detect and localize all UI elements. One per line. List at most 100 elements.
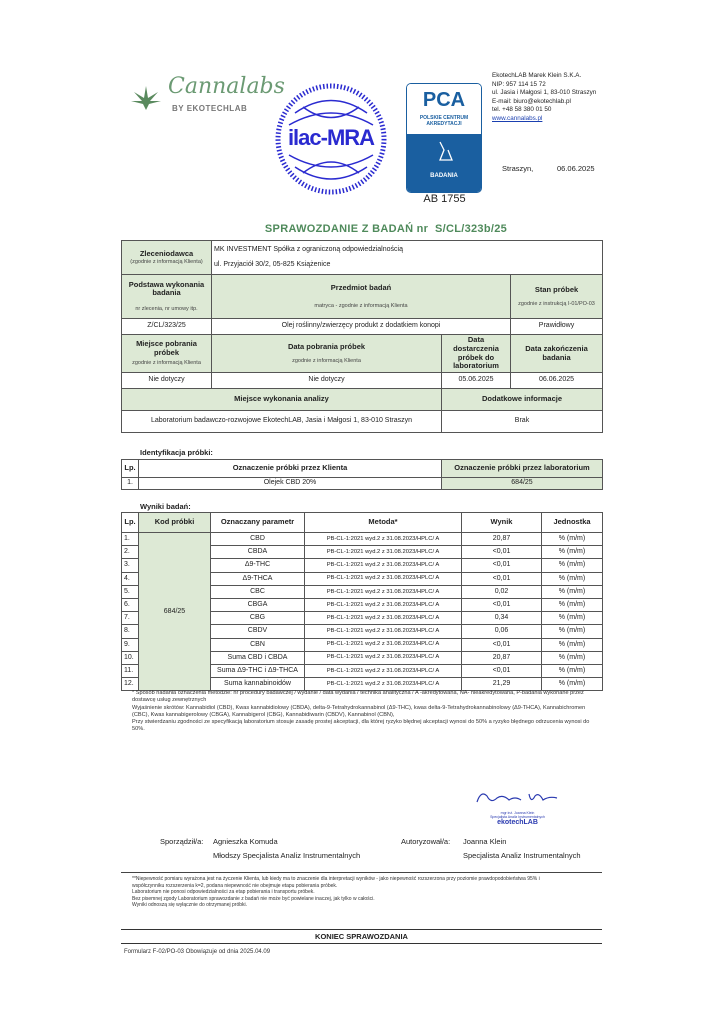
signature-stamp: mgr inż. Joanna Klein Specjalista Analiz… — [470, 790, 565, 830]
disclaimer-scope: Wyniki odnoszą się wyłącznie do otrzyman… — [132, 902, 248, 908]
row-lp: 7. — [121, 611, 139, 626]
id-lab-mark: 684/25 — [441, 477, 603, 490]
row-result: 20,87 — [461, 531, 542, 547]
row-unit: % (m/m) — [541, 571, 603, 586]
pca-logo: PCA POLSKIE CENTRUM AKREDYTACJI BADANIA — [406, 83, 482, 193]
row-result: <0,01 — [461, 637, 542, 652]
disclaimer-copy: Bez pisemnej zgody Laboratorium sprawozd… — [132, 895, 375, 902]
footnote-method: * Sposób nadania oznaczenia metodzie: nr… — [132, 690, 584, 704]
basis-note: nr zlecenia, nr umowy itp. — [135, 305, 198, 312]
basis-label: Podstawa wykonania badania — [128, 279, 205, 298]
company-address: ul. Jasia i Małgosi 1, 83-010 Straszyn — [492, 89, 597, 97]
title-text: SPRAWOZDANIE Z BADAŃ nr — [264, 223, 429, 235]
row-lp: 4. — [121, 571, 139, 586]
subject-value: Olej roślinny/zwierzęcy produkt z dodatk… — [211, 318, 511, 335]
website-link[interactable]: www.cannalabs.pl — [492, 114, 543, 122]
results-header-code: Kod próbki — [138, 512, 211, 533]
row-unit: % (m/m) — [541, 558, 603, 573]
row-result: <0,01 — [461, 663, 542, 679]
row-parameter: CBG — [210, 611, 305, 626]
sampling-date-value: Nie dotyczy — [211, 372, 442, 389]
results-row: 12. Suma kannabinoidów PB-CL-1:2021 wyd.2 … — [121, 677, 603, 692]
results-header-unit: Jednostka — [541, 512, 603, 533]
sampling-date-label-cell: Data pobrania próbek zgodnie z informacją… — [211, 334, 442, 373]
client-note: (zgodnie z informacją Klienta) — [130, 258, 203, 265]
row-parameter: Suma Δ9-THC i Δ9-THCA — [210, 663, 305, 679]
sampling-place-note: zgodnie z informacją Klienta — [132, 360, 201, 367]
pca-abbr: PCA — [422, 89, 466, 111]
company-email: E-mail: biuro@ekotechlab.pl — [492, 97, 571, 105]
additional-info-label: Dodatkowe informacje — [441, 388, 603, 411]
results-row: 6. CBGA PB-CL-1:2021 wyd.2 z 31.08.2023/HP… — [121, 597, 603, 613]
subject-note: matryca - zgodnie z informacją Klienta — [314, 302, 408, 309]
divider — [121, 943, 602, 944]
basis-label-cell: Podstawa wykonania badania nr zlecenia, n… — [121, 274, 212, 319]
report-place: Straszyn, — [502, 164, 534, 173]
stamp-logo: ekotechLAB — [497, 819, 538, 826]
footnote-abbreviations: Wyjaśnienie skrótów: Kannabidiol (CBD), … — [132, 704, 586, 718]
analysis-place-label: Miejsce wykonania analizy — [121, 388, 442, 411]
row-unit: % (m/m) — [541, 663, 603, 679]
report-number: S/CL/323b/25 — [434, 223, 508, 235]
results-header-method: Metoda* — [304, 512, 462, 533]
row-method: PB-CL-1:2021 wyd.2 z 31.08.2023/HPLC/ A — [304, 597, 462, 613]
row-lp: 2. — [121, 545, 139, 560]
results-row: 4. Δ9-THCA PB-CL-1:2021 wyd.2 z 31.08.2023… — [121, 571, 603, 586]
id-header-lab: Oznaczenie próbki przez laboratorium — [441, 459, 603, 478]
id-client-mark: Olejek CBD 20% — [138, 477, 442, 490]
flask-icon — [439, 141, 453, 161]
additional-info-value: Brak — [441, 410, 603, 433]
form-number: Formularz F-02/PO-03 Obowiązuje od dnia … — [124, 949, 271, 955]
results-row: 9. CBN PB-CL-1:2021 wyd.2 z 31.08.2023/HPL… — [121, 637, 603, 652]
row-result: <0,01 — [461, 558, 542, 573]
row-lp: 3. — [121, 558, 139, 573]
ilac-mra-logo: ilac-MRA — [275, 83, 387, 195]
row-method: PB-CL-1:2021 wyd.2 z 31.08.2023/HPLC/ A — [304, 677, 462, 692]
state-label: Stan próbek — [534, 285, 579, 295]
info-table: Zleceniodawca (zgodnie z informacją Klien… — [121, 240, 603, 433]
row-result: 0,34 — [461, 611, 542, 626]
authorized-by-name: Joanna Klein — [463, 837, 507, 846]
logo-subtitle: BY EKOTECHLAB — [172, 104, 248, 113]
prepared-by-name: Agnieszka Komuda — [213, 837, 278, 846]
pca-name-line1: POLSKIE CENTRUM — [419, 115, 469, 121]
results-header-parameter: Oznaczany parametr — [210, 512, 305, 533]
company-name: EkotechLAB Marek Klein S.K.A. — [492, 72, 582, 79]
row-lp: 1. — [121, 531, 139, 547]
row-result: 0,02 — [461, 584, 542, 599]
pca-label: BADANIA — [430, 173, 458, 179]
row-parameter: Suma CBD i CBDA — [210, 650, 305, 665]
results-header-lp: Lp. — [121, 512, 139, 533]
row-parameter: CBC — [210, 584, 305, 599]
disclaimer-liability: Laboratorium nie ponosi odpowiedzialnośc… — [132, 889, 315, 895]
authorized-by-role: Specjalista Analiz Instrumentalnych — [463, 851, 581, 860]
client-label-cell: Zleceniodawca (zgodnie z informacją Klien… — [121, 240, 212, 275]
row-lp: 10. — [121, 650, 139, 665]
state-note: zgodnie z instrukcją I-01/PO-03 — [518, 300, 595, 307]
row-parameter: CBGA — [210, 597, 305, 613]
prepared-by-label: Sporządził/a: — [160, 837, 204, 846]
row-result: <0,01 — [461, 597, 542, 613]
client-name: MK INVESTMENT Spółka z ograniczoną odpow… — [214, 245, 403, 253]
row-parameter: CBN — [210, 637, 305, 652]
identification-table: Lp. Oznaczenie próbki przez Klienta Ozna… — [121, 459, 603, 490]
client-value-cell: MK INVESTMENT Spółka z ograniczoną odpow… — [211, 240, 603, 275]
end-date-label: Data zakończenia badania — [510, 334, 603, 373]
footnote-acceptance: Przy stwierdzaniu zgodności ze specyfika… — [132, 719, 590, 733]
id-header-lp: Lp. — [121, 459, 139, 478]
row-method: PB-CL-1:2021 wyd.2 z 31.08.2023/HPLC/ A — [304, 584, 462, 599]
row-lp: 11. — [121, 663, 139, 679]
cannabis-leaf-icon — [131, 86, 161, 110]
sampling-date-note: zgodnie z informacją Klienta — [292, 357, 361, 364]
row-result: <0,01 — [461, 545, 542, 560]
row-unit: % (m/m) — [541, 584, 603, 599]
method-footnote: * Sposób nadania oznaczenia metodzie: nr… — [132, 690, 602, 734]
row-lp: 6. — [121, 597, 139, 613]
row-unit: % (m/m) — [541, 637, 603, 652]
row-method: PB-CL-1:2021 wyd.2 z 31.08.2023/HPLC/ A — [304, 624, 462, 639]
row-method: PB-CL-1:2021 wyd.2 z 31.08.2023/HPLC/ A — [304, 558, 462, 573]
accreditation-number: AB 1755 — [423, 193, 466, 205]
authorized-by-label: Autoryzował/a: — [401, 837, 451, 846]
results-row: 1. 684/25 CBD PB-CL-1:2021 wyd.2 z 31.08.20… — [121, 531, 603, 692]
row-method: PB-CL-1:2021 wyd.2 z 31.08.2023/HPLC/ A — [304, 531, 462, 547]
